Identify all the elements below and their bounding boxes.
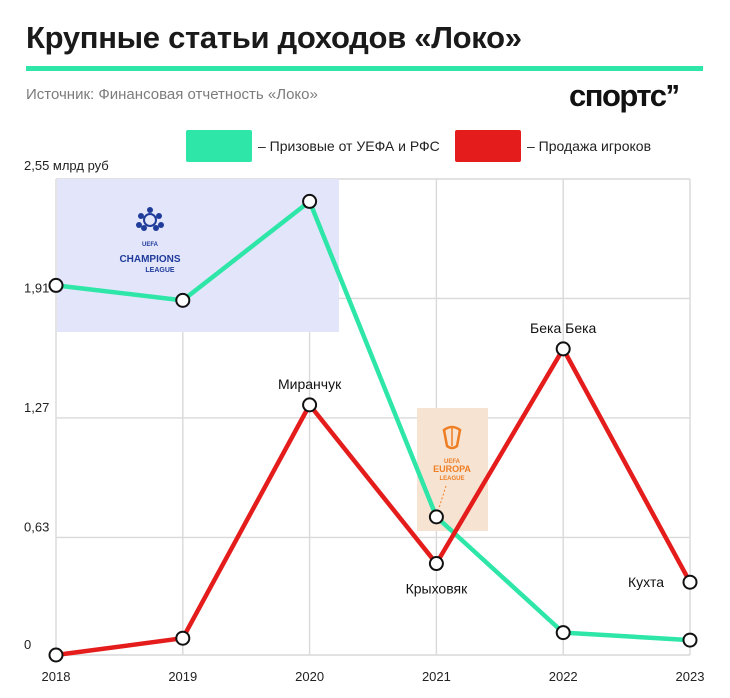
legend-label-sales: – Продажа игроков bbox=[527, 138, 652, 154]
data-point-series-1 bbox=[48, 277, 64, 293]
el-badge-top: UEFA bbox=[444, 459, 461, 465]
x-tick-label: 2018 bbox=[42, 669, 71, 684]
y-tick-labels: 0 0,63 1,27 1,91 2,55 млрд руб bbox=[24, 158, 109, 652]
cl-badge-sub: LEAGUE bbox=[145, 267, 175, 274]
el-badge-main: EUROPA bbox=[433, 464, 471, 474]
y-tick-label: 0,63 bbox=[24, 519, 49, 534]
data-point-series-1 bbox=[428, 509, 444, 525]
cl-badge-main: CHAMPIONS bbox=[119, 254, 180, 265]
annotation-label: Кухта bbox=[628, 574, 664, 590]
data-point-series-1 bbox=[682, 632, 698, 648]
x-tick-label: 2023 bbox=[676, 669, 705, 684]
cl-badge-top: UEFA bbox=[142, 242, 159, 248]
data-point-series-1 bbox=[302, 193, 318, 209]
data-point-series-2 bbox=[555, 341, 571, 357]
europa-league-icon bbox=[442, 425, 462, 450]
data-point-series-2 bbox=[48, 647, 64, 663]
legend-swatch-prize bbox=[186, 130, 252, 162]
title-underline bbox=[26, 66, 703, 71]
el-badge-sub: LEAGUE bbox=[439, 476, 464, 482]
data-point-series-1 bbox=[175, 292, 191, 308]
x-tick-label: 2021 bbox=[422, 669, 451, 684]
series-lines bbox=[53, 199, 693, 658]
x-tick-label: 2022 bbox=[549, 669, 578, 684]
sports-logo: спортс’’ bbox=[569, 78, 680, 113]
data-point-series-2 bbox=[428, 556, 444, 572]
data-point-series-1 bbox=[555, 625, 571, 641]
x-tick-label: 2020 bbox=[295, 669, 324, 684]
series-points bbox=[48, 193, 698, 663]
data-point-series-2 bbox=[682, 574, 698, 590]
x-tick-labels: 2018 2019 2020 2021 2022 2023 bbox=[42, 669, 705, 684]
champions-league-box bbox=[57, 179, 339, 332]
y-tick-label: 1,27 bbox=[24, 400, 49, 415]
annotations: Миранчук Крыховяк Бека Бека Кухта bbox=[278, 320, 664, 597]
series-line-1 bbox=[53, 199, 693, 643]
data-point-series-2 bbox=[302, 397, 318, 413]
annotation-label: Бека Бека bbox=[530, 320, 596, 336]
legend-swatch-sales bbox=[455, 130, 521, 162]
y-axis-unit-label: 2,55 млрд руб bbox=[24, 158, 109, 173]
legend-label-prize: – Призовые от УЕФА и РФС bbox=[258, 138, 440, 154]
chart-title: Крупные статьи доходов «Локо» bbox=[26, 20, 522, 55]
source-note: Источник: Финансовая отчетность «Локо» bbox=[26, 86, 318, 103]
series-line-2 bbox=[53, 346, 693, 658]
data-point-series-2 bbox=[175, 630, 191, 646]
champions-league-icon bbox=[136, 207, 164, 231]
y-tick-label: 0 bbox=[24, 637, 31, 652]
x-tick-label: 2019 bbox=[168, 669, 197, 684]
annotation-label: Миранчук bbox=[278, 376, 342, 392]
y-tick-label: 1,91 bbox=[24, 280, 49, 295]
annotation-label: Крыховяк bbox=[406, 581, 468, 597]
